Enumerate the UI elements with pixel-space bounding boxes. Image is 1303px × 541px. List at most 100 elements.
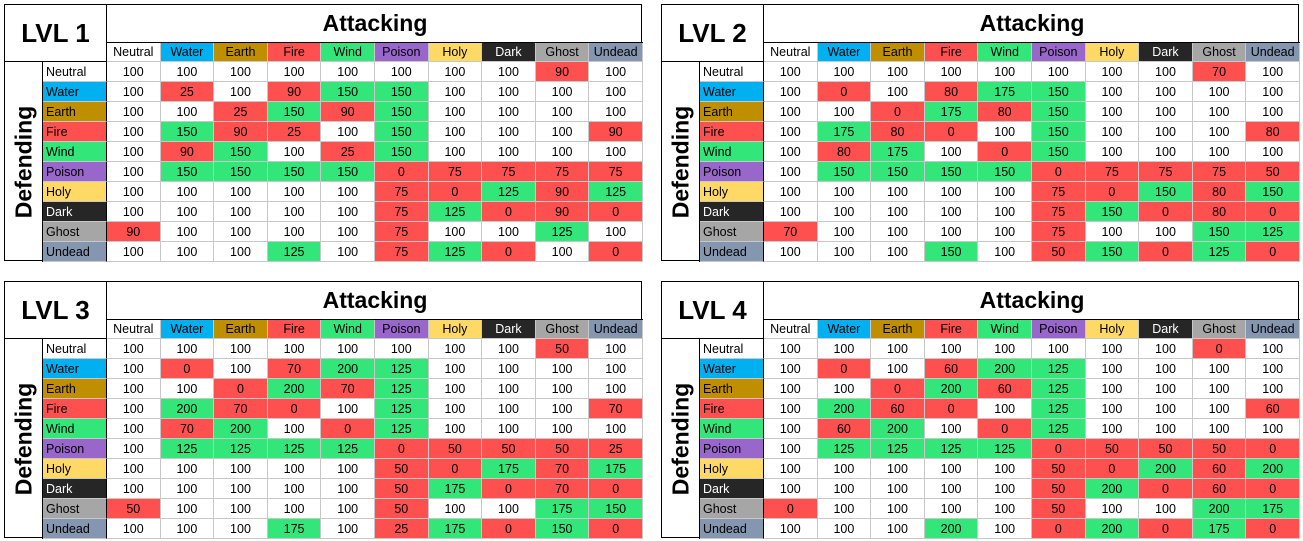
value-cell: 200 [978, 359, 1032, 379]
value-cell: 200 [1192, 499, 1247, 519]
value-cell: 100 [107, 142, 161, 162]
value-cell: 0 [589, 479, 643, 499]
defending-label: Defending [667, 382, 693, 496]
attack-header-fire: Fire [267, 320, 322, 339]
value-cell: 100 [160, 379, 215, 399]
lvl1-table: LVL 1 Attacking Defending Neutral Water Earth… [4, 4, 643, 262]
value-cell: 200 [817, 399, 872, 419]
value-cell: 100 [871, 182, 925, 202]
value-cell: 200 [924, 519, 979, 539]
value-cell: 175 [924, 102, 979, 122]
value-cell: 100 [1139, 359, 1193, 379]
value-cell: 100 [978, 222, 1032, 242]
value-cell: 25 [321, 142, 375, 162]
level-title: LVL 1 [5, 5, 107, 62]
attack-header-water: Water [817, 320, 872, 339]
value-cell: 100 [589, 379, 643, 399]
value-cell: 200 [321, 359, 375, 379]
value-cell: 100 [589, 102, 643, 122]
value-cell: 50 [1139, 439, 1193, 459]
defend-header-neutral: Neutral [43, 339, 107, 359]
value-cell: 100 [214, 62, 268, 82]
value-cell: 100 [871, 222, 925, 242]
value-cell: 50 [375, 499, 429, 519]
value-cell: 100 [428, 379, 483, 399]
value-cell: 125 [375, 379, 429, 399]
value-cell: 175 [482, 459, 536, 479]
value-cell: 100 [321, 519, 375, 539]
value-cell: 100 [428, 359, 483, 379]
value-cell: 100 [107, 242, 161, 262]
value-cell: 200 [1085, 479, 1140, 499]
value-cell: 100 [214, 222, 268, 242]
value-cell: 100 [978, 479, 1032, 499]
value-cell: 100 [589, 339, 643, 359]
attack-header-dark: Dark [482, 43, 536, 62]
value-cell: 60 [817, 419, 872, 439]
value-cell: 150 [817, 162, 872, 182]
value-cell: 100 [321, 479, 375, 499]
value-cell: 100 [1139, 122, 1193, 142]
value-cell: 100 [764, 379, 818, 399]
defend-header-dark: Dark [700, 479, 764, 499]
value-cell: 100 [764, 102, 818, 122]
defend-header-ghost: Ghost [700, 222, 764, 242]
value-cell: 100 [482, 499, 536, 519]
value-cell: 80 [817, 142, 872, 162]
value-cell: 100 [107, 162, 161, 182]
value-cell: 200 [1246, 459, 1300, 479]
lvl4-table: LVL 4 Attacking Defending Neutral Water Earth… [661, 281, 1300, 539]
value-cell: 100 [589, 82, 643, 102]
defend-header-neutral: Neutral [700, 62, 764, 82]
value-cell: 90 [160, 142, 215, 162]
defend-header-wind: Wind [700, 419, 764, 439]
value-cell: 25 [375, 519, 429, 539]
value-cell: 100 [1192, 379, 1247, 399]
value-cell: 50 [375, 459, 429, 479]
value-cell: 70 [321, 379, 375, 399]
value-cell: 100 [924, 202, 979, 222]
value-cell: 100 [978, 62, 1032, 82]
value-cell: 60 [978, 379, 1032, 399]
value-cell: 75 [1032, 182, 1086, 202]
value-cell: 100 [267, 459, 322, 479]
value-cell: 125 [589, 182, 643, 202]
value-cell: 75 [1032, 222, 1086, 242]
value-cell: 0 [428, 459, 483, 479]
value-cell: 100 [535, 242, 590, 262]
value-cell: 100 [321, 122, 375, 142]
value-cell: 100 [160, 459, 215, 479]
defend-header-dark: Dark [43, 479, 107, 499]
value-cell: 100 [1246, 142, 1300, 162]
value-cell: 75 [482, 162, 536, 182]
value-cell: 100 [160, 182, 215, 202]
value-cell: 100 [107, 62, 161, 82]
value-cell: 90 [589, 122, 643, 142]
value-cell: 125 [871, 439, 925, 459]
value-cell: 100 [214, 82, 268, 102]
value-cell: 125 [160, 439, 215, 459]
value-cell: 100 [817, 519, 872, 539]
value-cell: 100 [482, 399, 536, 419]
defend-header-fire: Fire [700, 399, 764, 419]
value-cell: 0 [482, 519, 536, 539]
value-cell: 100 [428, 122, 483, 142]
value-cell: 100 [871, 202, 925, 222]
value-cell: 0 [924, 122, 979, 142]
value-cell: 0 [1246, 202, 1300, 222]
value-cell: 60 [1192, 459, 1247, 479]
value-cell: 50 [1192, 439, 1247, 459]
defend-header-undead: Undead [700, 519, 764, 539]
defending-label: Defending [667, 105, 693, 219]
value-cell: 100 [764, 182, 818, 202]
value-cell: 150 [1032, 82, 1086, 102]
value-cell: 100 [817, 499, 872, 519]
defend-header-dark: Dark [43, 202, 107, 222]
defend-header-dark: Dark [700, 202, 764, 222]
value-cell: 0 [1085, 459, 1140, 479]
value-cell: 200 [160, 399, 215, 419]
value-cell: 125 [924, 439, 979, 459]
defend-header-poison: Poison [700, 162, 764, 182]
attack-header-fire: Fire [924, 320, 979, 339]
value-cell: 80 [1192, 202, 1247, 222]
